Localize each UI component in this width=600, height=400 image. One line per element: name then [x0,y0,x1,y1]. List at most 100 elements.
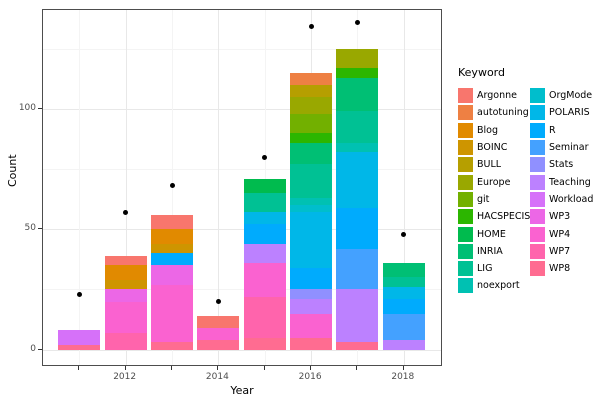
hacspecis-swatch-icon [458,209,473,225]
legend-item-label: OrgMode [549,90,593,102]
noexport-swatch-icon [458,278,473,294]
legend-item-label: R [549,124,556,136]
workload-swatch-icon [530,191,545,207]
bar-segment-2013-WP8 [151,342,194,350]
bar-segment-2013-WP4 [151,284,194,343]
legend-columns: Argonne autotuning Blog BOINC BULL Europe git H… [458,87,600,295]
legend-item-label: INRIA [477,245,503,257]
y-axis-title: Count [6,154,19,187]
data-point-2017 [354,19,360,25]
x-axis-title: Year [230,384,254,397]
y-tick-label: 0 [30,343,36,354]
bar-segment-2012-WP3 [104,289,147,302]
legend-item-Teaching: Teaching [530,173,600,190]
bar-segment-2017-INRIA [336,77,379,112]
teaching-swatch-icon [530,174,545,190]
legend-title: Keyword [458,66,505,79]
legend-item-label: LIG [477,263,493,275]
data-point-2012 [123,209,129,215]
bar-segment-2015-WP8 [243,337,286,350]
bar-segment-2014-WP8 [197,340,240,350]
bar-segment-2016-noexport [290,197,333,206]
legend-item-LIG: LIG [458,260,529,277]
bar-segment-2015-WP4 [243,263,286,297]
bar-segment-2012-BOINC [104,279,147,290]
git-swatch-icon [458,191,473,207]
legend-item-WP7: WP7 [530,243,600,260]
stats-swatch-icon [530,157,545,173]
data-point-2013 [169,183,175,189]
legend-item-label: Teaching [549,176,591,188]
x-tick-label: 2014 [205,372,229,382]
bar-segment-2015-LIG [243,193,286,213]
gridline-y-major [43,229,441,231]
legend-item-label: BOINC [477,142,508,154]
bar-segment-2013-Argonne [151,214,194,230]
bar-segment-2016-WP8 [290,337,333,350]
legend-item-label: BULL [477,159,502,171]
x-tick [356,366,358,370]
gridline-y-minor [43,48,441,50]
legend-item-noexport: noexport [458,277,529,294]
bar-segment-2011-Workload [58,330,101,345]
bar-segment-2016-INRIA [290,142,333,165]
bar-segment-2018-POLARIS [382,287,425,300]
bar-segment-2018-R [382,299,425,314]
legend-item-label: WP3 [549,211,571,223]
bar-segment-2012-Blog [104,265,147,280]
legend-item-HOME: HOME [458,225,529,242]
legend-item-label: HOME [477,228,506,240]
legend-item-label: HACSPECIS [477,211,531,223]
legend-item-label: Argonne [477,90,517,102]
bar-segment-2017-POLARIS [336,152,379,208]
bar-segment-2016-WP4 [290,313,333,338]
y-tick-label: 50 [24,223,36,234]
legend-item-autotuning: autotuning [458,104,529,121]
legend-item-R: R [530,122,600,139]
bar-segment-2016-BULL [290,84,333,97]
wp8-swatch-icon [530,261,545,277]
polaris-swatch-icon [530,105,545,121]
bar-segment-2013-BOINC [151,243,194,254]
legend-item-label: autotuning [477,107,529,119]
bar-segment-2016-Europe [290,96,333,114]
bar-segment-2018-LIG [382,277,425,288]
legend-item-label: Workload [549,193,594,205]
legend-item-label: WP8 [549,263,571,275]
bar-segment-2015-POLARIS [243,212,286,225]
x-tick [171,366,173,370]
data-point-2015 [262,154,268,160]
bar-segment-2012-WP7 [104,332,147,350]
data-point-2014 [215,299,221,305]
bull-swatch-icon [458,157,473,173]
blog-swatch-icon [458,122,473,138]
bar-segment-2017-noexport [336,142,379,153]
bar-segment-2014-Argonne [197,315,240,328]
r-swatch-icon [530,122,545,138]
bar-segment-2016-LIG [290,164,333,198]
bar-segment-2018-INRIA [382,263,425,278]
plot-panel [42,9,442,366]
legend-item-BULL: BULL [458,156,529,173]
legend-column-1: Argonne autotuning Blog BOINC BULL Europe git H… [458,87,531,295]
home-swatch-icon [458,226,473,242]
bar-segment-2011-WP8 [58,344,101,350]
boinc-swatch-icon [458,140,473,156]
argonne-swatch-icon [458,88,473,104]
data-point-2016 [308,24,314,30]
wp7-swatch-icon [530,243,545,259]
legend: Keyword Argonne autotuning Blog BOINC BULL Eu… [458,66,600,295]
gridline-y-major [43,349,441,351]
x-tick [124,366,126,370]
legend-column-2: OrgMode POLARIS R Seminar Stats Teaching Workl… [530,87,600,295]
x-tick [217,366,219,370]
data-point-2011 [76,291,82,297]
bar-segment-2016-Stats [290,289,333,300]
bar-segment-2012-Argonne [104,255,147,266]
bar-segment-2013-WP3 [151,265,194,285]
bar-segment-2017-Seminar [336,248,379,290]
gridline-y-minor [43,289,441,291]
gridline-x-major [403,10,405,365]
bar-segment-2016-POLARIS [290,212,333,268]
